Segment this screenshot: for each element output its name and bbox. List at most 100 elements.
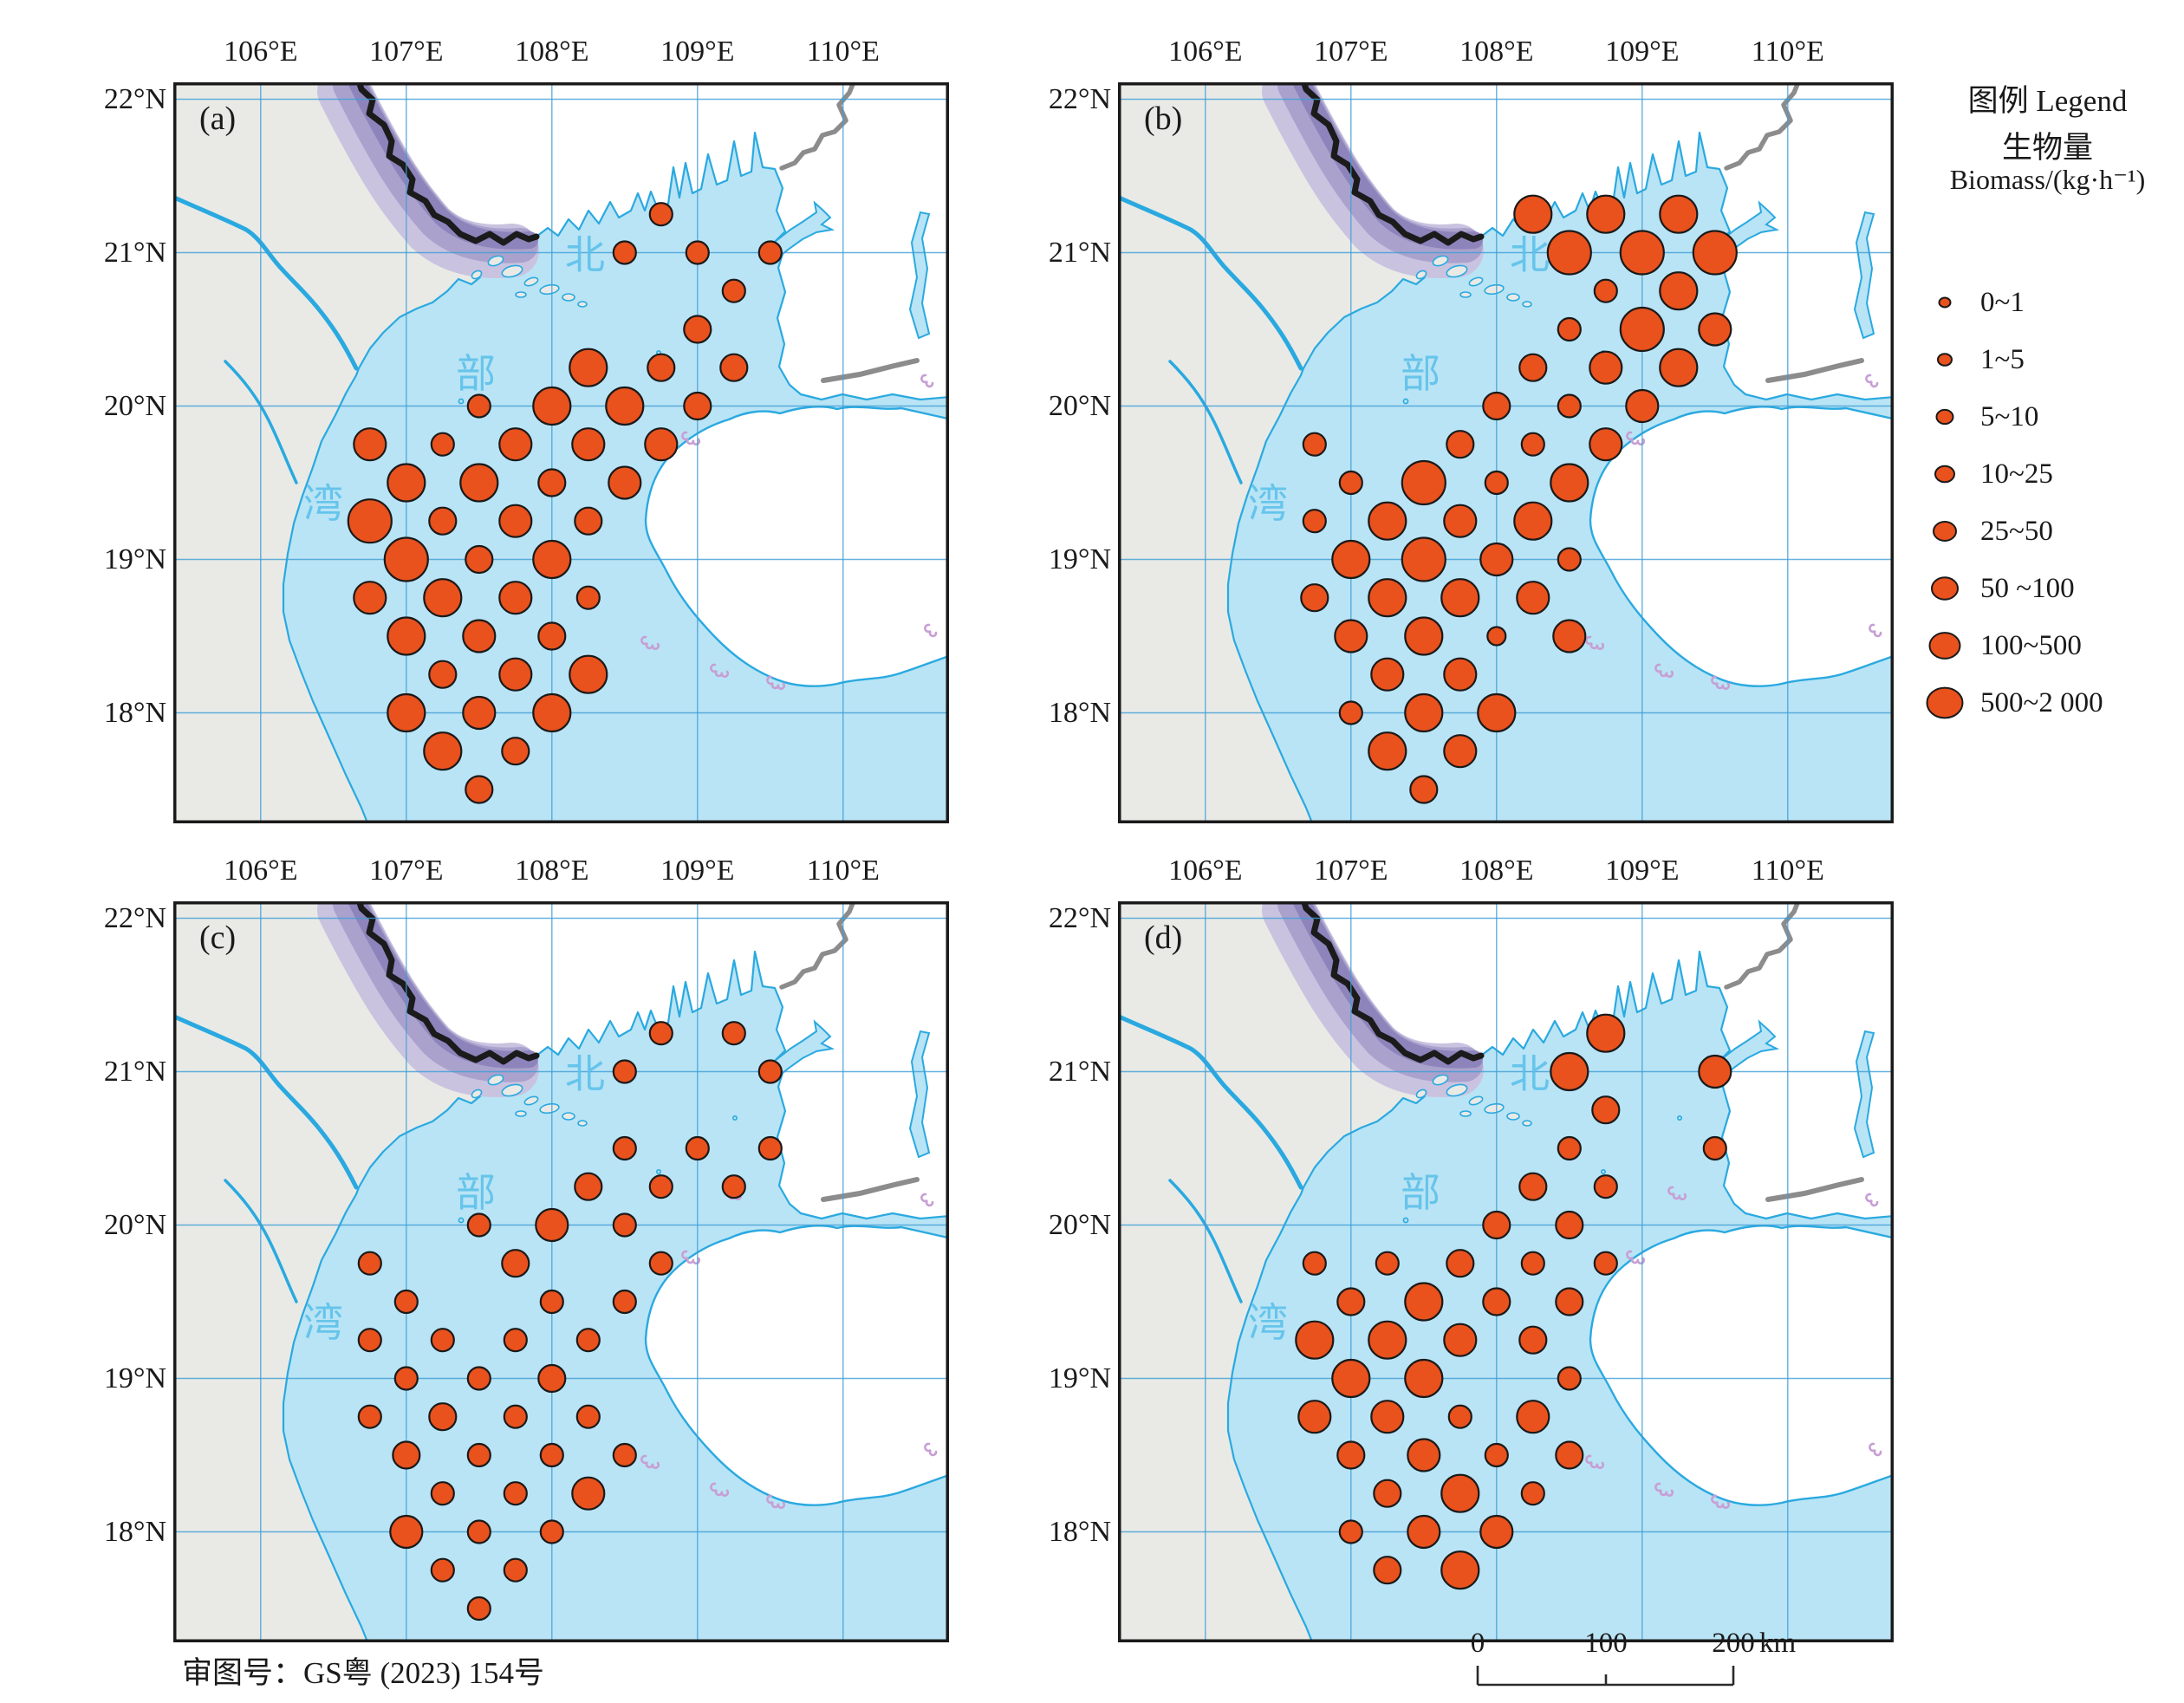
sea-name-char: 部 <box>1401 352 1440 396</box>
legend-unit: Biomass/(kg·h⁻¹) <box>1949 164 2146 195</box>
station-bubble <box>1443 1323 1478 1357</box>
lon-axis-label: 107°E <box>1314 36 1388 68</box>
station-bubble <box>575 1404 601 1429</box>
station-bubble <box>459 463 499 503</box>
lat-axis-label: 19°N <box>103 1362 166 1394</box>
station-bubble <box>430 432 455 457</box>
legend-dot <box>1933 521 1957 542</box>
basemap-svg: 北部湾 (b) <box>1118 82 1894 823</box>
station-bubble <box>1619 230 1665 276</box>
station-bubble <box>1443 657 1478 692</box>
lat-axis-label: 20°N <box>1048 1208 1111 1241</box>
east-coast-bay <box>1853 1030 1875 1159</box>
basemap-svg: 北部湾 (c) <box>173 901 949 1642</box>
hainan-island <box>1589 1225 1894 1506</box>
station-bubble <box>357 1251 382 1276</box>
lon-axis-label: 107°E <box>369 36 444 68</box>
scalebar-200: 200 <box>1712 1628 1755 1659</box>
map-border-frame <box>1118 901 1894 1642</box>
station-bubble <box>539 1289 564 1315</box>
legend-row: 500~2 000 <box>1911 679 2184 726</box>
panel-letter: (b) <box>1144 101 1182 137</box>
station-bubble <box>532 386 572 426</box>
station-bubble <box>1440 1550 1480 1590</box>
strait-grey-line <box>1765 1177 1864 1202</box>
station-bubble <box>644 427 679 462</box>
lat-axis-label: 21°N <box>103 1055 166 1088</box>
lon-axis-label: 106°E <box>1168 36 1243 68</box>
station-bubble <box>1300 583 1329 613</box>
lon-axis-label: 108°E <box>515 36 589 68</box>
station-bubble <box>1552 619 1587 653</box>
station-bubble <box>383 536 429 582</box>
lon-axis-label: 109°E <box>660 855 735 887</box>
legend-dot-cell <box>1918 508 1972 555</box>
lon-axis-label: 110°E <box>1751 855 1824 887</box>
station-bubble <box>465 544 494 575</box>
sea-name-char: 部 <box>1401 1171 1440 1215</box>
station-bubble <box>571 1476 606 1511</box>
lat-axis-label: 20°N <box>103 1208 166 1241</box>
station-bubble <box>574 1172 603 1201</box>
legend-dot <box>1938 296 1952 309</box>
legend-subtitle-zh: 生物量 <box>2001 131 2093 165</box>
halong-islands <box>471 255 588 308</box>
station-bubble <box>1404 1358 1444 1399</box>
station-bubble <box>1484 470 1509 496</box>
zhanjiang-bay <box>773 200 835 256</box>
station-bubble <box>1368 578 1407 618</box>
legend-item-label: 5~10 <box>1980 401 2039 432</box>
legend-item-label: 500~2 000 <box>1980 687 2103 718</box>
legend-dot-svg <box>1935 408 1954 426</box>
station-bubble <box>685 1135 710 1161</box>
legend-row: 50 ~100 <box>1911 565 2184 612</box>
lat-axis-label: 18°N <box>1048 696 1111 729</box>
china-vietnam-border <box>355 901 540 1065</box>
station-bubble <box>1698 312 1732 347</box>
sea-name-char: 湾 <box>1248 482 1288 526</box>
lon-axis-label: 109°E <box>1605 36 1680 68</box>
legend-dot-svg <box>1933 521 1957 542</box>
station-bubble <box>503 1481 528 1506</box>
station-bubble <box>1404 1282 1444 1322</box>
station-bubble <box>1295 1320 1335 1360</box>
legend-item-label: 50 ~100 <box>1980 573 2075 604</box>
station-bubble <box>387 463 426 503</box>
station-bubble <box>1520 1251 1545 1276</box>
halong-islands <box>1415 255 1532 308</box>
map-panel-c: 北部湾 (c) 106°E 107°E 108°E 109°E 110°E 22°N 21°… <box>104 855 949 1642</box>
station-bubble <box>1619 306 1665 353</box>
station-bubbles <box>347 202 783 804</box>
station-bubble <box>1482 391 1511 421</box>
map-panel-a: 北部湾 (a) 106°E 107°E 108°E 109°E 110°E 22°N 21°… <box>104 36 949 823</box>
station-bubble <box>1557 316 1582 342</box>
scalebar-0: 0 <box>1471 1628 1485 1659</box>
station-bubble <box>1302 509 1327 534</box>
station-bubble <box>1518 1325 1548 1355</box>
legend-dot-cell <box>1918 622 1972 669</box>
station-bubble <box>648 202 673 227</box>
station-bubble <box>719 353 749 382</box>
station-bubble <box>1375 1251 1400 1276</box>
station-bubble <box>648 1251 673 1276</box>
river-branch <box>224 1179 298 1303</box>
station-bubble <box>1520 432 1545 457</box>
station-bubble <box>1692 230 1738 276</box>
station-bubble <box>1440 1473 1480 1513</box>
station-bubble <box>347 498 393 544</box>
lon-axis-label: 106°E <box>224 855 298 887</box>
panel-letter: (d) <box>1144 920 1182 956</box>
map-border-frame <box>173 82 949 823</box>
station-bubble <box>1370 1400 1405 1434</box>
station-bubble <box>532 539 572 580</box>
station-bubble <box>537 1363 567 1394</box>
basemap-svg: 北部湾 (a) <box>173 82 949 823</box>
sea-name-char: 北 <box>565 1052 605 1096</box>
legend-item-label: 1~5 <box>1980 344 2025 375</box>
station-bubble <box>1302 432 1327 457</box>
map-frame-b: 北部湾 (b) <box>1118 82 1894 823</box>
legend-dot-cell <box>1918 393 1972 440</box>
station-bubble <box>1302 1251 1327 1276</box>
station-bubble <box>1407 1438 1441 1472</box>
legend-row: 1~5 <box>1911 336 2184 383</box>
